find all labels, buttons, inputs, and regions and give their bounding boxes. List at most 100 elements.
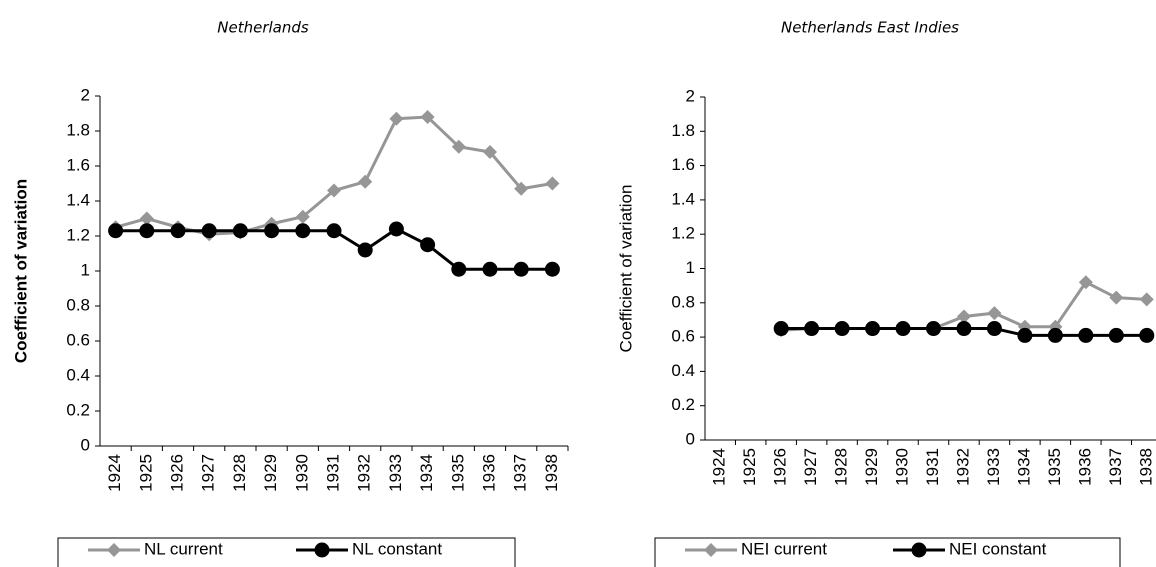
data-point: [987, 306, 1002, 321]
legend-marker: [911, 542, 927, 558]
x-tick-label: 1933: [386, 454, 405, 492]
data-point: [139, 211, 154, 226]
data-point: [295, 223, 311, 239]
x-tick-label: 1928: [832, 448, 851, 486]
data-point: [956, 321, 972, 337]
data-point: [420, 110, 435, 124]
y-tick-label: 0: [81, 435, 90, 454]
y-tick-label: 0.4: [66, 365, 90, 384]
y-tick-label: 2: [81, 85, 90, 104]
y-axis-label: Coefficient of variation: [616, 185, 635, 353]
legend-box: [57, 537, 516, 567]
data-point: [804, 321, 820, 337]
legend-label: NEI current: [741, 539, 827, 558]
x-tick-label: 1924: [710, 448, 729, 486]
data-point: [482, 261, 498, 277]
y-tick-label: 2: [686, 86, 695, 105]
x-tick-label: 1936: [1075, 448, 1094, 486]
x-tick-label: 1925: [136, 454, 155, 492]
data-point: [1108, 327, 1124, 343]
legend-marker: [314, 542, 330, 558]
data-point: [1139, 327, 1155, 343]
x-tick-label: 1937: [1106, 448, 1125, 486]
data-point: [170, 223, 186, 239]
x-tick-label: 1935: [448, 454, 467, 492]
data-point: [1078, 275, 1093, 290]
x-tick-label: 1932: [953, 448, 972, 486]
data-point: [865, 321, 881, 337]
x-tick-label: 1926: [771, 448, 790, 486]
x-tick-label: 1928: [230, 454, 249, 492]
y-tick-label: 0.2: [66, 400, 90, 419]
data-point: [326, 223, 342, 239]
legend-label: NL current: [144, 539, 223, 558]
data-point: [451, 261, 467, 277]
y-tick-label: 1.2: [66, 225, 90, 244]
x-tick-label: 1925: [740, 448, 759, 486]
data-point: [389, 111, 404, 126]
x-tick-label: 1926: [167, 454, 186, 492]
x-tick-label: 1934: [417, 454, 436, 492]
y-tick-label: 1.6: [66, 155, 90, 174]
x-tick-label: 1924: [105, 454, 124, 492]
data-point: [1139, 292, 1154, 307]
x-tick-label: 1938: [1136, 448, 1155, 486]
x-tick-label: 1929: [862, 448, 881, 486]
x-tick-label: 1935: [1045, 448, 1064, 486]
x-tick-label: 1930: [893, 448, 912, 486]
data-point: [483, 145, 497, 159]
data-point: [956, 309, 971, 324]
x-tick-label: 1938: [542, 454, 561, 492]
y-tick-label: 1.8: [671, 121, 695, 140]
y-tick-label: 0.6: [671, 327, 695, 346]
data-point: [834, 321, 850, 337]
data-point: [388, 221, 404, 237]
chart-title: Netherlands East Indies: [781, 19, 959, 37]
data-point: [514, 181, 529, 196]
y-tick-label: 1.8: [66, 120, 90, 139]
x-tick-label: 1929: [261, 454, 280, 492]
legend-marker: [704, 543, 718, 557]
data-point: [926, 321, 941, 337]
y-tick-label: 1.4: [671, 189, 695, 208]
y-tick-label: 1: [686, 258, 695, 277]
x-tick-label: 1927: [801, 448, 820, 486]
legend-marker: [107, 543, 121, 557]
y-tick-label: 1.2: [671, 224, 695, 243]
legend-label: NEI constant: [949, 539, 1047, 558]
legend-box: [654, 537, 1121, 567]
y-tick-label: 0.4: [671, 361, 695, 380]
data-point: [201, 223, 217, 239]
x-tick-label: 1936: [479, 454, 498, 492]
x-tick-label: 1932: [355, 454, 374, 492]
y-tick-label: 0: [686, 429, 695, 448]
y-tick-label: 0.8: [671, 292, 695, 311]
data-point: [1047, 327, 1063, 343]
data-point: [986, 321, 1002, 337]
y-tick-label: 1.4: [66, 190, 90, 209]
data-point: [451, 139, 466, 154]
x-tick-label: 1927: [199, 454, 218, 492]
data-point: [420, 237, 436, 253]
x-tick-label: 1931: [323, 454, 342, 492]
y-tick-label: 0.8: [66, 295, 90, 314]
y-tick-label: 1: [81, 260, 90, 279]
data-point: [139, 223, 155, 239]
data-point: [295, 209, 310, 224]
y-tick-label: 0.6: [66, 330, 90, 349]
x-tick-label: 1930: [292, 454, 311, 492]
data-point: [357, 242, 373, 258]
data-point: [513, 261, 529, 277]
chart-title: Netherlands: [217, 19, 309, 37]
x-tick-label: 1934: [1014, 448, 1033, 486]
data-point: [545, 176, 560, 191]
data-point: [1109, 290, 1124, 305]
data-point: [108, 223, 124, 239]
data-point: [264, 223, 280, 239]
y-tick-label: 1.6: [671, 155, 695, 174]
x-tick-label: 1931: [923, 448, 942, 486]
data-point: [327, 183, 341, 198]
data-point: [773, 321, 789, 337]
data-point: [232, 223, 248, 239]
